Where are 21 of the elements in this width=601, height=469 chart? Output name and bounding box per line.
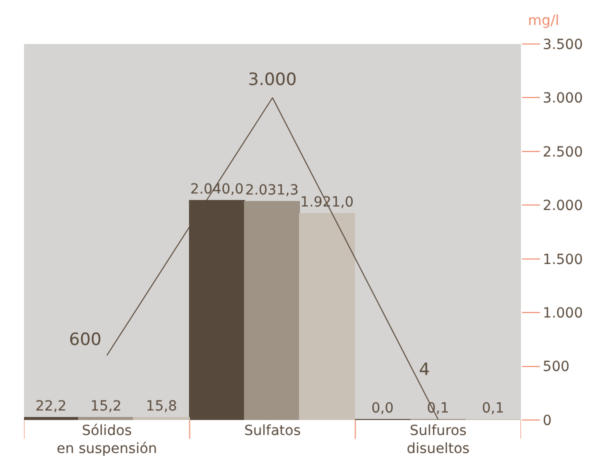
data-label: 4: [419, 360, 430, 380]
y-tick-label: 3.000: [542, 90, 583, 107]
y-tick-label: 3.500: [542, 36, 583, 53]
x-tick-label: Sulfatos: [244, 423, 301, 439]
y-tick-label: 2.000: [542, 198, 583, 214]
data-label: 15,2: [90, 398, 122, 414]
data-label: 2.031,3: [245, 182, 299, 198]
x-tick-label: Sólidos en suspensión: [56, 423, 158, 458]
y-tick-label: 1.500: [542, 252, 583, 268]
data-label: 0,1: [482, 400, 504, 416]
data-label: 600: [69, 330, 102, 350]
data-label: 0,0: [371, 400, 394, 416]
data-label: 15,8: [146, 398, 178, 414]
y-tick-label: 2.500: [542, 144, 583, 160]
y-tick-label: 500: [542, 359, 570, 376]
x-tick-label: Sulfuros disueltos: [406, 423, 470, 458]
y-tick-label: 0: [542, 412, 552, 429]
y-axis-title: mg/l: [528, 13, 560, 29]
data-label: 3.000: [248, 70, 297, 90]
data-label: 22,2: [35, 398, 67, 414]
y-tick-label: 1.000: [542, 305, 583, 322]
